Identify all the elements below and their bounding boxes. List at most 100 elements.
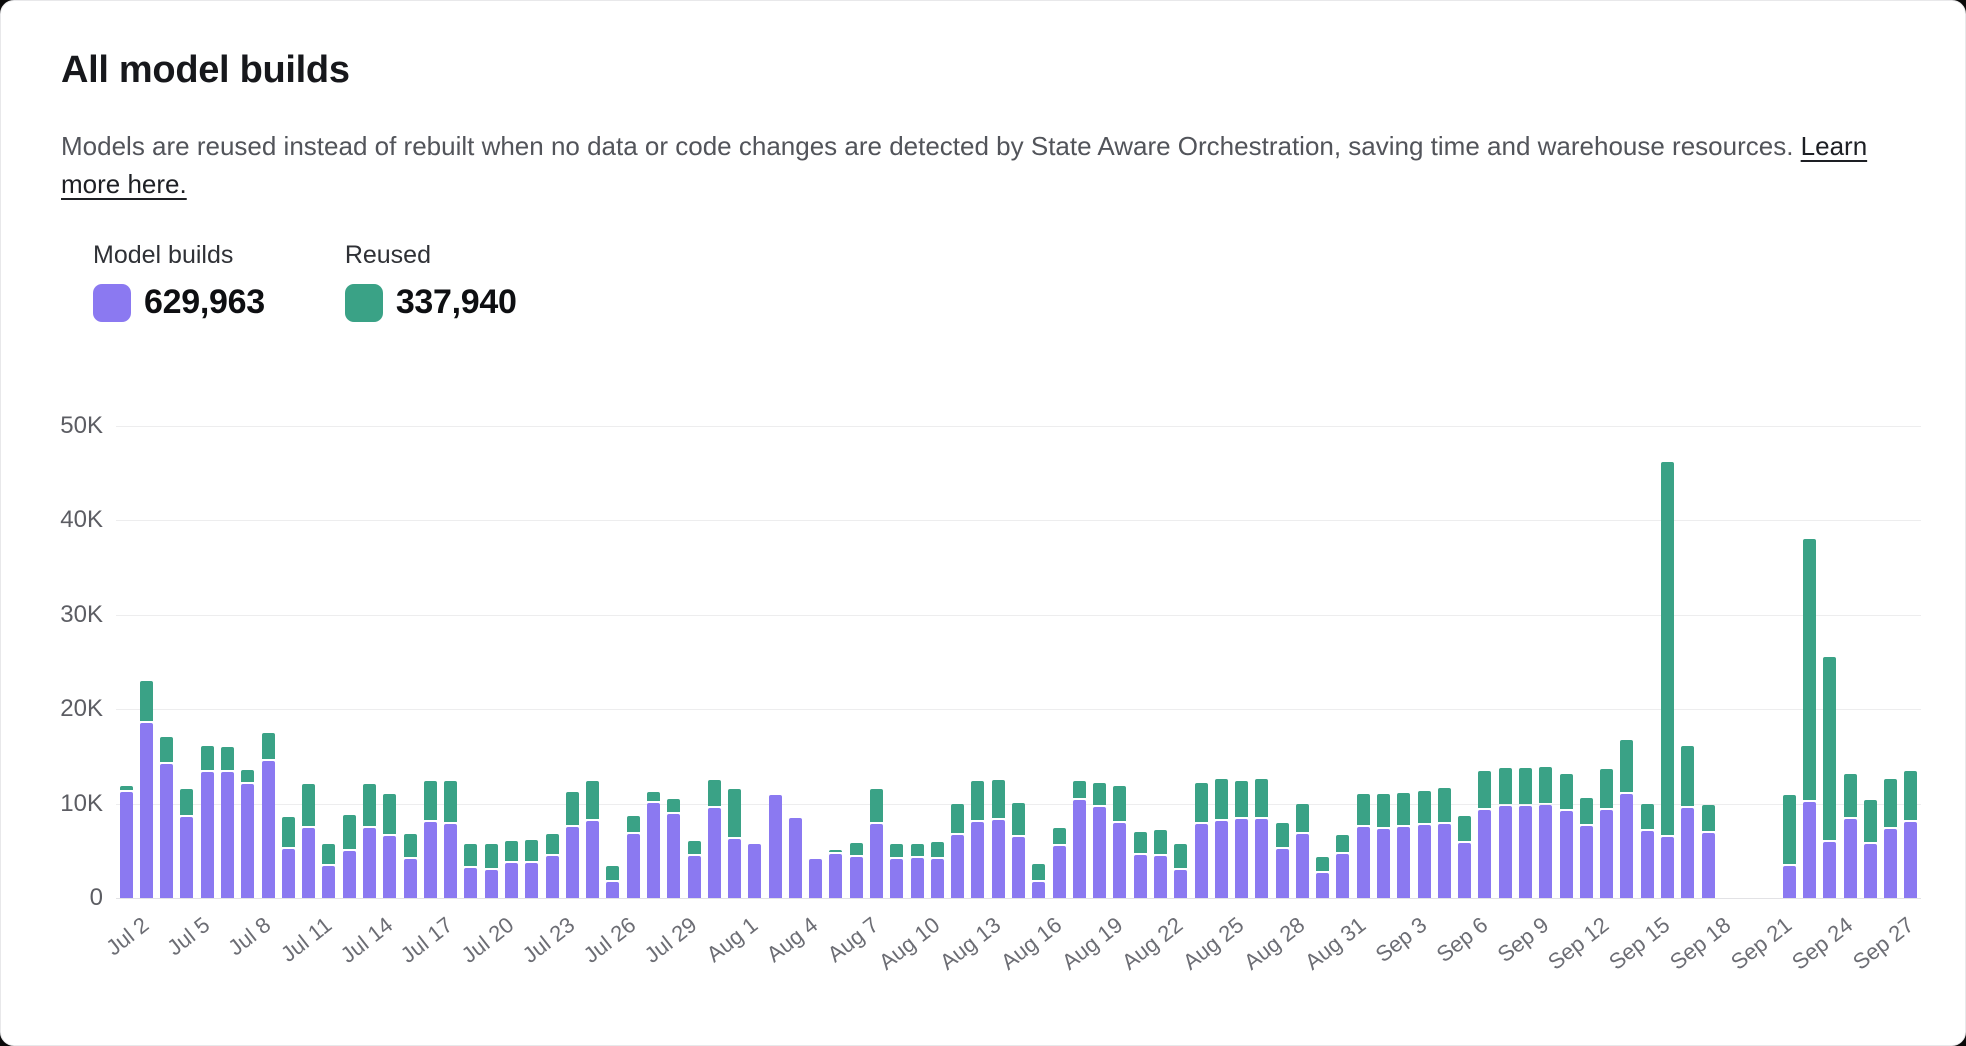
bar-aug-4[interactable] (788, 817, 802, 898)
bar-jul-8[interactable] (241, 770, 255, 898)
bar-aug-9[interactable] (890, 844, 904, 898)
bar-jul-24[interactable] (565, 792, 579, 898)
bar-sep-8[interactable] (1498, 767, 1512, 898)
bar-aug-10[interactable] (910, 844, 924, 898)
bar-aug-13[interactable] (971, 780, 985, 898)
bar-jul-4[interactable] (160, 737, 174, 898)
bar-aug-11[interactable] (930, 842, 944, 898)
bar-sep-28[interactable] (1904, 771, 1918, 898)
bar-sep-10[interactable] (1539, 766, 1553, 898)
bar-aug-19[interactable] (1093, 782, 1107, 898)
bar-aug-28[interactable] (1275, 823, 1289, 898)
bar-aug-14[interactable] (991, 779, 1005, 898)
bar-aug-25[interactable] (1214, 778, 1228, 898)
builds-segment (342, 850, 356, 898)
bar-sep-4[interactable] (1417, 791, 1431, 898)
bar-aug-1[interactable] (728, 789, 742, 898)
bar-jul-22[interactable] (525, 840, 539, 898)
bar-sep-7[interactable] (1478, 771, 1492, 898)
bar-aug-5[interactable] (809, 859, 823, 898)
bar-jul-30[interactable] (687, 841, 701, 898)
bar-sep-27[interactable] (1884, 778, 1898, 898)
bar-sep-6[interactable] (1458, 815, 1472, 898)
builds-segment (1194, 824, 1208, 898)
bar-jul-29[interactable] (667, 798, 681, 898)
bar-jul-23[interactable] (545, 833, 559, 898)
bar-aug-22[interactable] (1153, 829, 1167, 898)
bar-aug-31[interactable] (1336, 834, 1350, 898)
bar-sep-11[interactable] (1559, 774, 1573, 898)
bar-jul-16[interactable] (403, 833, 417, 898)
bar-jul-13[interactable] (342, 814, 356, 898)
bar-aug-8[interactable] (870, 789, 884, 898)
bar-sep-25[interactable] (1843, 774, 1857, 898)
bar-aug-3[interactable] (768, 795, 782, 898)
bar-jul-6[interactable] (200, 745, 214, 898)
builds-segment (748, 844, 762, 898)
bar-aug-30[interactable] (1316, 857, 1330, 898)
bar-aug-7[interactable] (849, 843, 863, 898)
bar-sep-5[interactable] (1437, 788, 1451, 898)
x-tick-label: Aug 16 (995, 912, 1067, 975)
bar-sep-26[interactable] (1863, 799, 1877, 898)
bar-aug-29[interactable] (1295, 803, 1309, 898)
reused-segment (1559, 774, 1573, 810)
bar-jul-20[interactable] (484, 844, 498, 898)
bar-jul-11[interactable] (302, 783, 316, 898)
bar-jul-31[interactable] (707, 779, 721, 898)
bar-sep-24[interactable] (1823, 657, 1837, 898)
bar-aug-23[interactable] (1174, 844, 1188, 898)
bar-aug-18[interactable] (1072, 780, 1086, 898)
bar-jul-7[interactable] (221, 746, 235, 898)
bar-sep-2[interactable] (1377, 794, 1391, 898)
bar-aug-12[interactable] (951, 803, 965, 898)
bar-jul-26[interactable] (606, 865, 620, 898)
bar-sep-17[interactable] (1681, 745, 1695, 898)
bar-jul-21[interactable] (504, 841, 518, 898)
builds-segment (1052, 846, 1066, 898)
bar-sep-23[interactable] (1802, 539, 1816, 898)
bar-aug-17[interactable] (1052, 828, 1066, 898)
bar-aug-24[interactable] (1194, 782, 1208, 898)
learn-more-link[interactable]: Learn more here. (61, 131, 1867, 199)
bar-jul-28[interactable] (646, 792, 660, 898)
builds-segment (1620, 794, 1634, 898)
bar-aug-21[interactable] (1133, 831, 1147, 898)
bar-jul-27[interactable] (626, 815, 640, 898)
bar-jul-19[interactable] (464, 844, 478, 898)
bar-jul-15[interactable] (383, 794, 397, 898)
bar-aug-20[interactable] (1113, 785, 1127, 898)
bar-jul-14[interactable] (363, 783, 376, 898)
bar-sep-15[interactable] (1640, 804, 1654, 898)
reused-segment (363, 783, 376, 827)
bar-sep-1[interactable] (1356, 794, 1370, 898)
reused-segment (1295, 803, 1309, 832)
bar-jul-9[interactable] (261, 732, 275, 898)
bar-jul-25[interactable] (586, 780, 600, 898)
bar-sep-14[interactable] (1620, 740, 1634, 898)
reused-segment (180, 789, 194, 815)
bar-jul-5[interactable] (180, 789, 194, 898)
bar-jul-2[interactable] (119, 785, 133, 898)
bar-aug-6[interactable] (829, 849, 843, 898)
bar-jul-12[interactable] (322, 844, 336, 898)
bar-sep-18[interactable] (1701, 805, 1715, 898)
builds-segment (1032, 881, 1046, 898)
bar-jul-3[interactable] (139, 680, 153, 898)
bar-jul-17[interactable] (423, 780, 437, 898)
bar-aug-2[interactable] (748, 844, 762, 898)
bar-jul-18[interactable] (444, 780, 458, 898)
bar-aug-15[interactable] (1012, 802, 1025, 898)
bar-aug-27[interactable] (1255, 778, 1269, 898)
bar-aug-26[interactable] (1235, 780, 1249, 898)
bar-sep-16[interactable] (1660, 461, 1674, 898)
bar-sep-9[interactable] (1519, 767, 1533, 898)
bar-sep-12[interactable] (1579, 797, 1593, 898)
bar-jul-10[interactable] (281, 816, 295, 898)
bar-sep-13[interactable] (1600, 768, 1614, 898)
bar-aug-16[interactable] (1032, 863, 1046, 898)
bar-sep-22[interactable] (1782, 795, 1796, 898)
learn-more-link-line2[interactable]: more here. (61, 169, 187, 199)
bar-sep-3[interactable] (1397, 793, 1411, 898)
learn-more-link-line1[interactable]: Learn (1800, 131, 1868, 161)
